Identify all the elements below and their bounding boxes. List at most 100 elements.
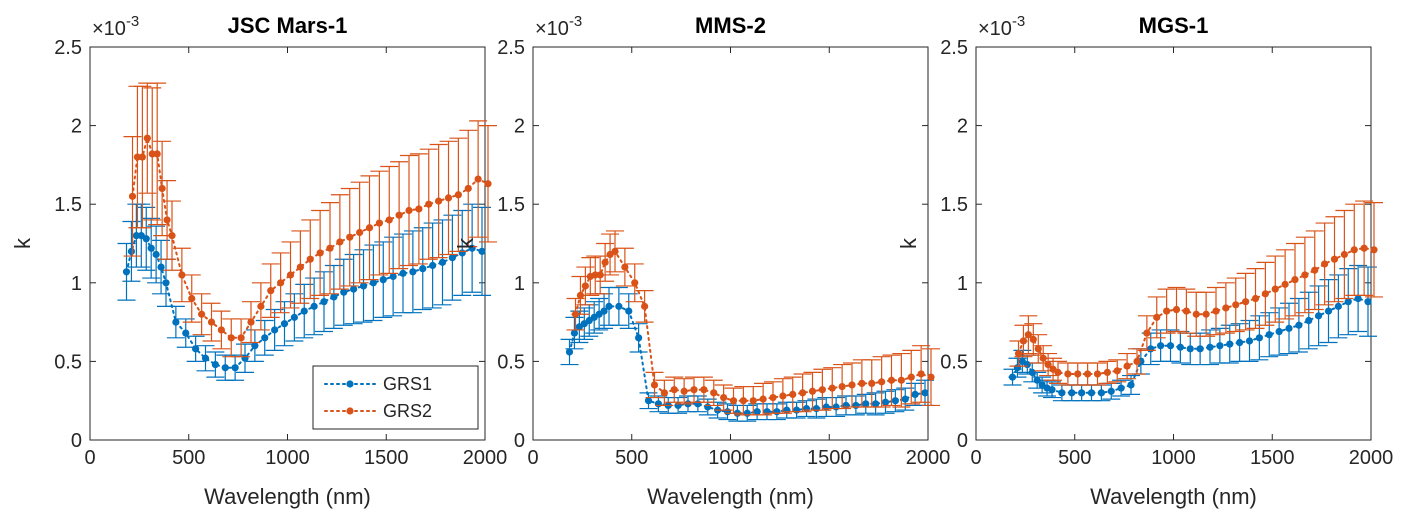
- data-point: [359, 282, 368, 290]
- data-point: [163, 216, 171, 224]
- data-point: [152, 250, 160, 259]
- y-tick-label: 2.5: [54, 37, 82, 59]
- y-tick-label: 2: [71, 116, 82, 138]
- data-point: [793, 406, 801, 414]
- data-point: [1291, 276, 1299, 284]
- data-point: [838, 382, 846, 391]
- data-point: [158, 184, 166, 193]
- data-point: [1324, 307, 1333, 315]
- data-point: [1202, 310, 1210, 318]
- data-point: [1147, 345, 1155, 353]
- y-exponent-label: ×10-3: [978, 13, 1025, 40]
- y-exponent-power: -3: [126, 13, 139, 30]
- data-point: [1166, 342, 1175, 350]
- legend-marker: [346, 407, 354, 415]
- data-point: [1143, 329, 1151, 337]
- data-point: [605, 302, 613, 310]
- data-point: [763, 408, 771, 416]
- x-tick-label: 500: [615, 447, 648, 469]
- y-axis-label: k: [10, 237, 35, 249]
- data-point: [1097, 389, 1105, 397]
- data-point: [395, 211, 403, 219]
- data-point: [1196, 345, 1204, 353]
- data-point: [1034, 345, 1042, 353]
- x-tick-label: 0: [970, 447, 981, 469]
- data-point: [570, 329, 579, 337]
- plot-area: [532, 46, 929, 441]
- data-point: [207, 318, 216, 326]
- data-point: [1222, 304, 1230, 312]
- data-point: [1370, 246, 1378, 254]
- data-point: [143, 134, 151, 142]
- data-point: [881, 398, 890, 406]
- data-point: [1029, 335, 1037, 343]
- data-point: [812, 404, 820, 413]
- x-tick-label: 1000: [708, 447, 753, 469]
- data-point: [464, 184, 472, 193]
- data-point: [591, 271, 599, 279]
- data-point: [852, 401, 860, 410]
- data-point: [132, 232, 140, 240]
- data-point: [654, 400, 662, 408]
- data-point: [917, 370, 925, 378]
- data-point: [1271, 285, 1279, 293]
- data-point: [148, 150, 156, 158]
- data-point: [320, 298, 328, 306]
- data-point: [723, 408, 732, 416]
- data-point: [1206, 343, 1214, 351]
- data-point: [326, 244, 334, 252]
- data-point: [1295, 321, 1303, 329]
- y-tick-label: 2.5: [940, 37, 968, 59]
- data-point: [644, 397, 653, 405]
- data-point: [1024, 331, 1032, 339]
- data-point: [478, 247, 486, 255]
- data-point: [1113, 367, 1121, 375]
- data-point: [458, 249, 466, 257]
- data-point: [753, 408, 761, 416]
- data-point: [138, 153, 146, 161]
- data-point: [1133, 357, 1141, 365]
- data-point: [1039, 354, 1047, 362]
- data-point: [1315, 312, 1323, 320]
- data-point: [779, 392, 787, 400]
- data-point: [1251, 294, 1260, 303]
- data-point: [231, 364, 239, 372]
- data-point: [409, 268, 417, 276]
- y-exponent-label: ×10-3: [535, 13, 582, 40]
- data-point: [700, 386, 708, 394]
- y-exponent-base: ×10: [92, 18, 126, 40]
- series-grs1: [117, 203, 491, 381]
- data-point: [162, 279, 170, 287]
- data-point: [201, 354, 210, 362]
- data-point: [356, 228, 364, 237]
- data-point: [1127, 381, 1135, 389]
- y-tick-label: 1: [957, 273, 968, 295]
- data-point: [743, 409, 751, 417]
- data-point: [739, 397, 747, 405]
- data-point: [927, 373, 935, 381]
- data-point: [227, 334, 235, 342]
- data-point: [429, 261, 437, 270]
- y-tick-label: 2: [957, 116, 968, 138]
- data-point: [399, 269, 407, 277]
- x-axis-label: Wavelength (nm): [647, 484, 814, 509]
- data-point: [828, 384, 836, 392]
- data-point: [1023, 360, 1031, 369]
- data-point: [1123, 362, 1131, 370]
- y-tick-label: 0: [957, 430, 968, 452]
- data-point: [340, 288, 348, 296]
- y-tick-label: 1.5: [54, 194, 82, 216]
- data-point: [802, 404, 811, 413]
- data-point: [789, 390, 797, 399]
- data-point: [1157, 342, 1165, 350]
- data-point: [425, 200, 433, 208]
- data-point: [375, 219, 383, 227]
- data-point: [290, 313, 298, 321]
- y-axis-label: k: [453, 237, 478, 249]
- data-point: [565, 348, 574, 356]
- data-point: [1107, 387, 1115, 395]
- data-point: [1255, 334, 1263, 342]
- y-tick-label: 2: [514, 116, 525, 138]
- data-point: [211, 360, 219, 369]
